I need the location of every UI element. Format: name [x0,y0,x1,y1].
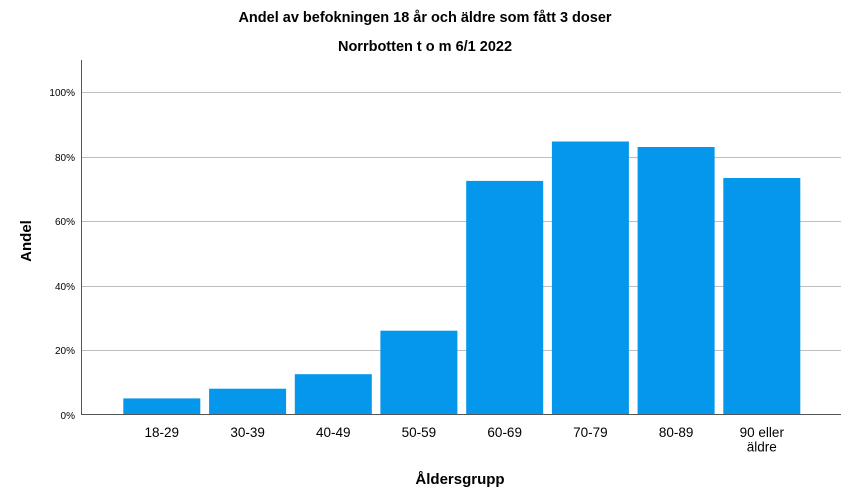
bar [637,147,715,415]
x-axis-title: Åldersgrupp [415,471,504,488]
x-tick-labels: 18-29 30-39 40-49 50-59 60-69 70-79 80-89 90 el… [145,425,785,455]
x-tick-label: 60-69 [487,425,522,440]
y-tick-label: 100% [49,88,75,99]
bar [294,374,372,415]
y-tick-label: 80% [55,153,75,164]
bar [123,398,201,415]
x-tick-label: 40-49 [316,425,351,440]
x-tick-label: 70-79 [573,425,608,440]
y-tick-label: 60% [55,217,75,228]
y-tick-label: 40% [55,282,75,293]
bar [209,388,287,415]
chart-title: Andel av befokningen 18 år och äldre som… [238,10,611,26]
axes [81,60,841,415]
y-tick-label: 20% [55,346,75,357]
y-tick-label: 0% [61,411,76,422]
y-tick-labels: 0% 20% 40% 60% 80% 100% [49,88,75,422]
chart-subtitle: Norrbotten t o m 6/1 2022 [338,39,512,55]
bars [123,141,801,415]
x-tick-label: 50-59 [402,425,437,440]
bar [723,178,801,415]
x-tick-label: 80-89 [659,425,694,440]
y-axis-title: Andel [18,220,35,262]
x-tick-label: 18-29 [145,425,180,440]
bar [466,180,544,415]
bar [380,330,458,415]
x-tick-label: 30-39 [230,425,265,440]
x-tick-label: 90 eller äldre [740,425,785,455]
bar [551,141,629,415]
